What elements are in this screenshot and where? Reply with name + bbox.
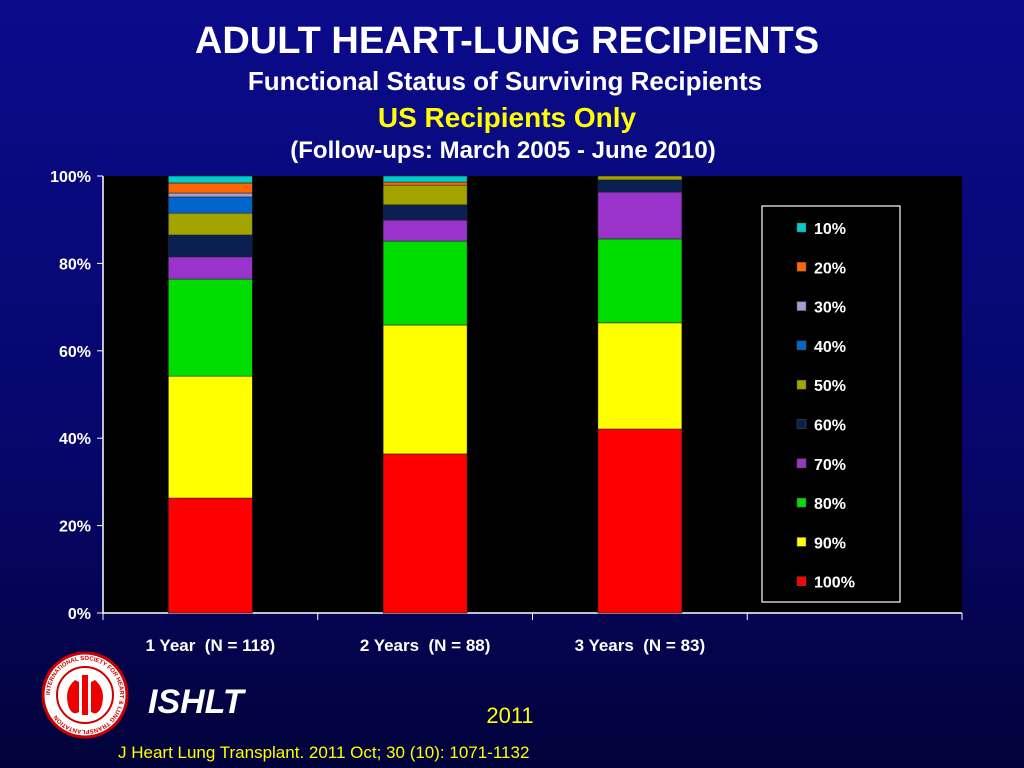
- bar-segment: [168, 175, 253, 184]
- bar-segment: [168, 278, 253, 377]
- legend-swatch: [796, 379, 807, 390]
- chart-title: ADULT HEART-LUNG RECIPIENTS: [195, 20, 819, 62]
- bar-segment: [168, 497, 253, 614]
- bar-segment: [168, 375, 253, 499]
- legend-swatch: [796, 419, 807, 429]
- bar-segment: [168, 196, 253, 214]
- legend-swatch: [796, 301, 807, 311]
- legend-label: 30%: [814, 300, 846, 317]
- x-tick-label: 1 Year (N = 118): [146, 636, 276, 655]
- bar-segment: [382, 324, 468, 455]
- legend-label: 60%: [814, 418, 846, 435]
- bar-segment: [382, 204, 468, 221]
- subtitle: Functional Status of Surviving Recipient…: [248, 66, 762, 96]
- bar-segment: [382, 240, 468, 326]
- legend-label: 70%: [814, 457, 846, 474]
- bar-segment: [168, 234, 253, 258]
- bar-segment: [168, 256, 253, 280]
- bar-segment: [382, 184, 468, 206]
- citation: J Heart Lung Transplant. 2011 Oct; 30 (1…: [118, 743, 529, 762]
- legend-label: 10%: [814, 221, 846, 238]
- bar-segment: [382, 453, 468, 614]
- bar-segment: [597, 175, 683, 181]
- y-tick-label: 60%: [59, 344, 91, 361]
- legend-label: 50%: [814, 378, 846, 395]
- bar-segment: [168, 212, 253, 236]
- legend-swatch: [796, 262, 807, 272]
- y-tick-label: 80%: [59, 256, 91, 273]
- bar-segment: [168, 192, 253, 198]
- y-tick-label: 100%: [50, 169, 91, 186]
- legend-swatch: [796, 576, 807, 586]
- bar-segment: [597, 238, 683, 324]
- legend-swatch: [796, 222, 807, 233]
- x-tick-label: 2 Years (N = 88): [360, 636, 491, 655]
- legend-swatch: [796, 497, 807, 508]
- subtitle: (Follow-ups: March 2005 - June 2010): [290, 137, 715, 164]
- y-tick-label: 0%: [68, 606, 91, 623]
- year: 2011: [486, 703, 533, 728]
- x-tick-label: 3 Years (N = 83): [575, 636, 706, 655]
- bar-segment: [597, 322, 683, 430]
- legend-label: 40%: [814, 339, 846, 356]
- legend-label: 90%: [814, 535, 846, 552]
- logo: INTERNATIONAL SOCIETY FOR HEART & LUNG T…: [41, 651, 129, 739]
- bar-segment: [382, 175, 468, 183]
- bar-segment: [597, 179, 683, 193]
- legend-swatch: [796, 458, 807, 469]
- legend-swatch: [796, 537, 807, 547]
- subtitle: US Recipients Only: [378, 102, 637, 133]
- y-tick-label: 20%: [59, 519, 91, 536]
- legend-label: 20%: [814, 260, 846, 277]
- bar-segment: [597, 191, 683, 240]
- legend-label: 100%: [814, 575, 855, 592]
- org-name: ISHLT: [148, 683, 247, 721]
- bar-segment: [382, 219, 468, 242]
- legend-swatch: [796, 340, 807, 351]
- legend-box: [761, 205, 901, 603]
- bar-segment: [597, 428, 683, 614]
- bar-segment: [382, 181, 468, 186]
- bar-segment: [168, 182, 253, 194]
- legend-label: 80%: [814, 496, 846, 513]
- y-tick-label: 40%: [59, 431, 91, 448]
